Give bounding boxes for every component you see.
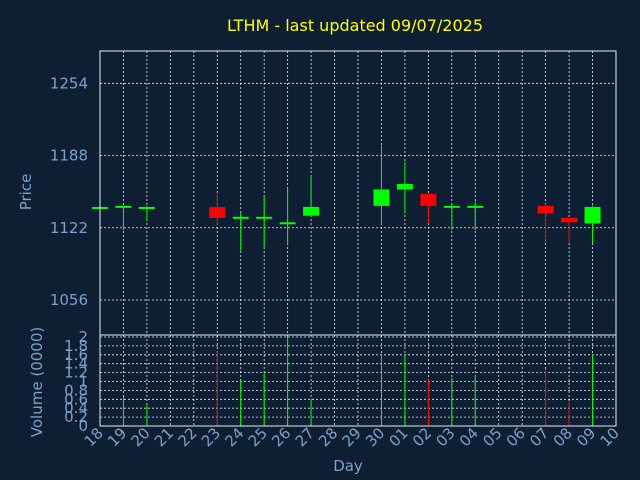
candle-body xyxy=(279,222,296,225)
volume-tick-label: 0.6 xyxy=(64,390,88,408)
price-tick-label: 1056 xyxy=(50,291,88,309)
x-tick-label: 23 xyxy=(198,424,224,450)
volume-axis-label: Volume (0000) xyxy=(28,327,46,437)
volume-panel-frame xyxy=(99,334,617,427)
x-axis-label: Day xyxy=(333,457,363,475)
x-tick-label: 07 xyxy=(526,424,552,450)
x-tick-label: 26 xyxy=(268,424,294,450)
x-tick-label: 04 xyxy=(456,424,482,450)
x-tick-label: 19 xyxy=(104,424,130,450)
x-tick-label: 08 xyxy=(550,424,576,450)
price-tick-label: 1122 xyxy=(50,219,88,237)
chart-title: LTHM - last updated 09/07/2025 xyxy=(227,16,483,35)
x-tick-label: 28 xyxy=(315,424,341,450)
candle-body xyxy=(420,193,437,206)
x-tick-label: 06 xyxy=(503,424,529,450)
price-axis-label: Price xyxy=(17,174,35,211)
volume-tick-label: 1.2 xyxy=(64,364,88,382)
candle-body xyxy=(138,206,155,209)
candle-body xyxy=(443,205,460,208)
x-axis: 1819202122232425262728293001020304050607… xyxy=(81,424,623,450)
candle-body xyxy=(373,189,390,206)
x-tick-label: 22 xyxy=(174,424,200,450)
volume-tick-label: 0.4 xyxy=(64,399,88,417)
candle-body xyxy=(303,206,320,216)
volume-tick-label: 1 xyxy=(78,373,88,391)
candle-body xyxy=(256,216,273,219)
candle-body xyxy=(115,205,132,208)
candle-body xyxy=(232,216,249,219)
candle-body xyxy=(584,206,601,224)
volume-tick-label: 0 xyxy=(78,417,88,435)
price-tick-label: 1188 xyxy=(50,147,88,165)
x-tick-label: 25 xyxy=(245,424,271,450)
candle-body xyxy=(561,217,578,223)
volume-tick-label: 0.2 xyxy=(64,408,88,426)
candle-body xyxy=(396,183,413,190)
x-tick-label: 29 xyxy=(339,424,365,450)
volume-panel: 00.20.40.60.811.21.41.61.82 xyxy=(64,328,617,435)
volume-tick-label: 1.6 xyxy=(64,346,88,364)
x-tick-label: 24 xyxy=(221,424,247,450)
volume-tick-label: 0.8 xyxy=(64,381,88,399)
volume-tick-label: 1.4 xyxy=(64,355,88,373)
volume-tick-label: 1.8 xyxy=(64,337,88,355)
x-tick-label: 05 xyxy=(479,424,505,450)
candle-body xyxy=(467,205,484,208)
x-tick-label: 30 xyxy=(362,424,388,450)
price-tick-label: 1254 xyxy=(50,74,88,92)
volume-tick-label: 2 xyxy=(78,328,88,346)
x-tick-label: 10 xyxy=(597,424,623,450)
x-tick-label: 20 xyxy=(128,424,154,450)
x-tick-label: 09 xyxy=(573,424,599,450)
x-tick-label: 01 xyxy=(386,424,412,450)
x-tick-label: 03 xyxy=(432,424,458,450)
price-panel: 1056 1122 1188 1254 xyxy=(50,50,617,336)
x-tick-label: 02 xyxy=(409,424,435,450)
x-tick-label: 27 xyxy=(292,424,318,450)
candle-body xyxy=(537,205,554,214)
x-tick-label: 21 xyxy=(151,424,177,450)
candle-body xyxy=(209,206,226,218)
